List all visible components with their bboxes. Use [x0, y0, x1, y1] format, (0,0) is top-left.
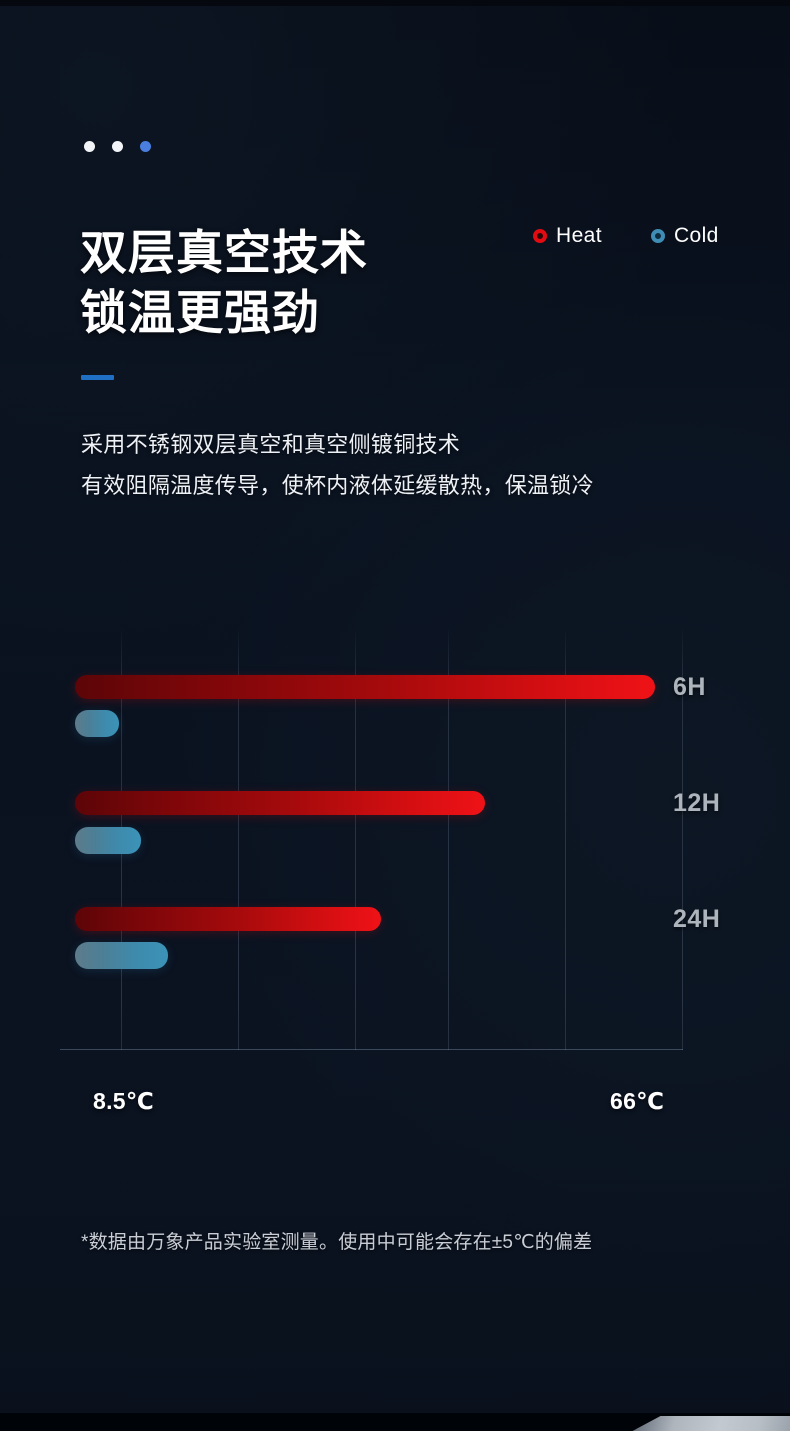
bar-cold-24h [75, 942, 168, 969]
bar-group-label-24h: 24H [673, 905, 721, 933]
pagination-dot-2[interactable] [112, 141, 123, 152]
legend-label-heat: Heat [556, 224, 602, 247]
page-title: 双层真空技术 锁温更强劲 [80, 223, 510, 341]
axis-label-min: 8.5℃ [93, 1088, 155, 1114]
gridline-3 [355, 630, 356, 1050]
gridline-6 [682, 630, 683, 1050]
bottom-divider [0, 1413, 790, 1431]
product-image-sliver [632, 1416, 790, 1431]
gridline-2 [238, 630, 239, 1050]
pagination-dots[interactable] [84, 141, 151, 152]
body-copy: 采用不锈钢双层真空和真空侧镀铜技术 有效阻隔温度传导，使杯内液体延缓散热，保温锁… [81, 425, 701, 506]
top-edge-strip [0, 0, 790, 6]
pagination-dot-3-active[interactable] [140, 141, 151, 152]
heat-ring-icon [533, 229, 547, 243]
bar-heat-24h [75, 907, 381, 931]
bar-group-label-12h: 12H [673, 789, 721, 817]
bar-heat-12h [75, 791, 485, 815]
disclaimer-footnote: *数据由万象产品实验室测量。使用中可能会存在±5℃的偏差 [81, 1232, 593, 1253]
body-copy-line-2: 有效阻隔温度传导，使杯内液体延缓散热，保温锁冷 [81, 472, 594, 498]
bar-group-label-6h: 6H [673, 673, 706, 701]
bar-cold-12h [75, 827, 141, 854]
bar-cold-6h [75, 710, 119, 737]
page-title-line-2: 锁温更强劲 [80, 285, 320, 339]
chart-baseline-axis [60, 1049, 683, 1050]
body-copy-line-1: 采用不锈钢双层真空和真空侧镀铜技术 [81, 432, 461, 457]
legend-label-cold: Cold [673, 224, 719, 247]
axis-label-max: 66℃ [610, 1088, 665, 1114]
bar-heat-6h [75, 675, 655, 699]
gridline-5 [565, 630, 566, 1050]
legend-item-cold[interactable]: Cold [650, 224, 719, 248]
pagination-dot-1[interactable] [84, 141, 95, 152]
chart-legend: Heat Cold [533, 224, 719, 248]
gridline-4 [448, 630, 449, 1050]
cold-ring-icon [650, 229, 665, 243]
legend-item-heat[interactable]: Heat [533, 224, 602, 248]
temperature-retention-chart: 6H 12H 24H [60, 630, 740, 1050]
accent-rule [81, 375, 114, 380]
page-title-line-1: 双层真空技术 [80, 226, 368, 280]
